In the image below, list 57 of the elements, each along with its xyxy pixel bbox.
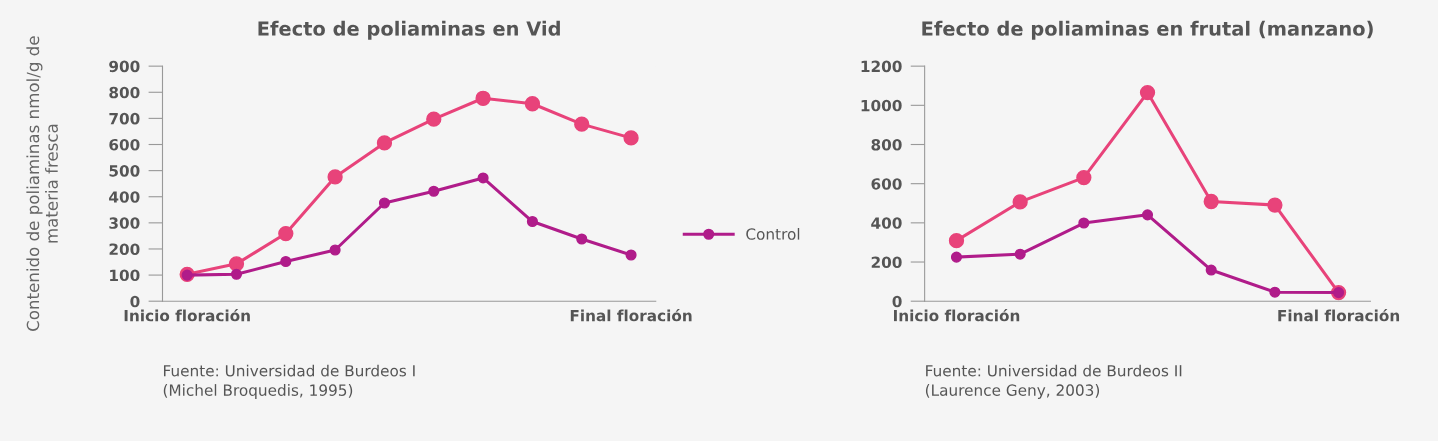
- point: [1141, 209, 1154, 221]
- point: [378, 197, 391, 209]
- point: [280, 255, 292, 268]
- legend-label: Control: [746, 228, 800, 240]
- point: [1269, 286, 1281, 298]
- point: [1203, 193, 1219, 210]
- y-tick-label: 0: [892, 295, 902, 308]
- point: [475, 90, 491, 106]
- source-note: Fuente: Universidad de Burdeos I (Michel Broquedis, 1995): [163, 364, 415, 399]
- x-tick-label: Inicio floración: [893, 308, 1020, 322]
- point: [1076, 169, 1092, 186]
- point: [329, 244, 341, 256]
- point: [576, 233, 588, 245]
- point: [623, 130, 639, 146]
- point: [1078, 217, 1090, 229]
- y-tick-label: 800: [109, 86, 140, 99]
- y-axis-title: Contenido de poliaminas nmol/g de materia fresca: [26, 36, 58, 331]
- y-tick-label: 600: [871, 178, 902, 190]
- point: [477, 172, 489, 184]
- point: [948, 233, 965, 249]
- y-tick-label: 200: [871, 256, 902, 269]
- x-tick-label: Final floración: [570, 308, 692, 322]
- point: [228, 256, 245, 272]
- chart-title: Efecto de poliaminas en Vid: [258, 20, 560, 40]
- y-tick-label: 500: [109, 165, 140, 177]
- y-tick-label: 400: [109, 191, 140, 203]
- chart-title: Efecto de poliaminas en frutal (manzano): [922, 20, 1373, 40]
- point: [426, 111, 442, 127]
- y-tick-label: 900: [109, 60, 140, 73]
- x-tick-label: Final floración: [1278, 308, 1400, 322]
- y-tick-label: 1000: [861, 99, 902, 112]
- point: [278, 225, 294, 242]
- y-tick-label: 700: [109, 112, 140, 125]
- point: [1012, 194, 1028, 210]
- y-tick-label: 200: [109, 243, 140, 255]
- point: [526, 215, 538, 228]
- y-tick-label: 100: [110, 269, 140, 282]
- y-tick-label: 0: [130, 295, 140, 308]
- y-tick-label: 1200: [861, 60, 902, 73]
- x-tick-label: Inicio floración: [124, 308, 250, 322]
- y-tick-label: 300: [109, 217, 140, 229]
- y-tick-label: 400: [871, 217, 902, 229]
- y-tick-label: 800: [871, 138, 902, 151]
- point: [950, 251, 963, 263]
- point: [524, 96, 541, 112]
- y-tick-label: 600: [109, 138, 140, 151]
- point: [376, 135, 393, 151]
- point: [574, 116, 590, 132]
- point: [1205, 264, 1217, 276]
- point: [230, 268, 243, 280]
- point: [1014, 248, 1026, 260]
- point: [428, 185, 440, 197]
- point: [1139, 84, 1156, 101]
- point: [1267, 197, 1283, 213]
- point: [327, 169, 343, 185]
- source-note: Fuente: Universidad de Burdeos II (Laurence Geny, 2003): [925, 364, 1182, 399]
- point: [625, 249, 637, 261]
